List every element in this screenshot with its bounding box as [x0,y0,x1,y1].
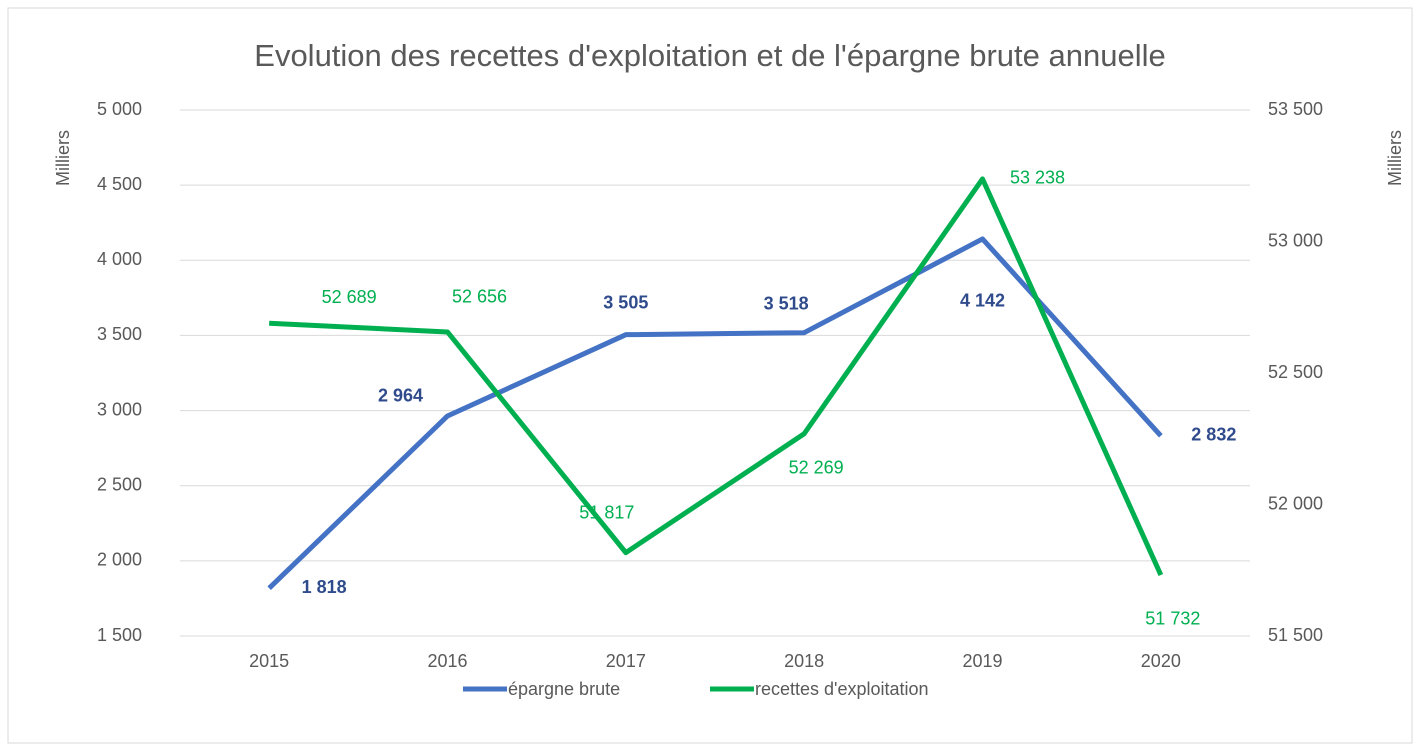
y-tick-label: 4 000 [97,249,142,269]
series-line [269,176,1164,577]
data-label: 2 964 [378,386,423,406]
data-label: 51 817 [579,502,634,522]
y-tick-label: 3 500 [97,324,142,344]
data-label: 52 269 [789,458,844,478]
series-line [267,236,1163,591]
y-tick-label: 4 500 [97,174,142,194]
x-tick-label: 2018 [784,651,824,671]
legend-label: épargne brute [508,679,620,699]
y2-tick-label: 52 500 [1268,362,1323,382]
x-tick-label: 2020 [1141,651,1181,671]
data-label: 52 656 [452,287,507,307]
chart-frame [7,7,1413,744]
y-tick-label: 5 000 [97,99,142,119]
y2-tick-label: 51 500 [1268,625,1323,645]
data-label: 3 518 [764,293,809,313]
y-tick-label: 1 500 [97,625,142,645]
y2-tick-label: 53 000 [1268,230,1323,250]
y2-tick-label: 53 500 [1268,99,1323,119]
x-tick-label: 2019 [962,651,1002,671]
data-label: 1 818 [302,577,347,597]
data-label: 51 732 [1145,609,1200,629]
chart-title: Evolution des recettes d'exploitation et… [254,38,1165,73]
data-label: 53 238 [1010,168,1065,188]
y-tick-label: 2 500 [97,474,142,494]
legend-label: recettes d'exploitation [755,679,929,699]
y-tick-label: 2 000 [97,550,142,570]
data-label: 52 689 [322,287,377,307]
x-tick-label: 2017 [606,651,646,671]
y-axis-title: Milliers [53,130,73,186]
data-label: 3 505 [603,292,648,312]
y2-axis-title: Milliers [1385,130,1405,186]
data-label: 2 832 [1191,425,1236,445]
y-tick-label: 3 000 [97,399,142,419]
data-label: 4 142 [960,291,1005,311]
y2-tick-label: 52 000 [1268,493,1323,513]
x-tick-label: 2016 [427,651,467,671]
x-tick-label: 2015 [249,651,289,671]
